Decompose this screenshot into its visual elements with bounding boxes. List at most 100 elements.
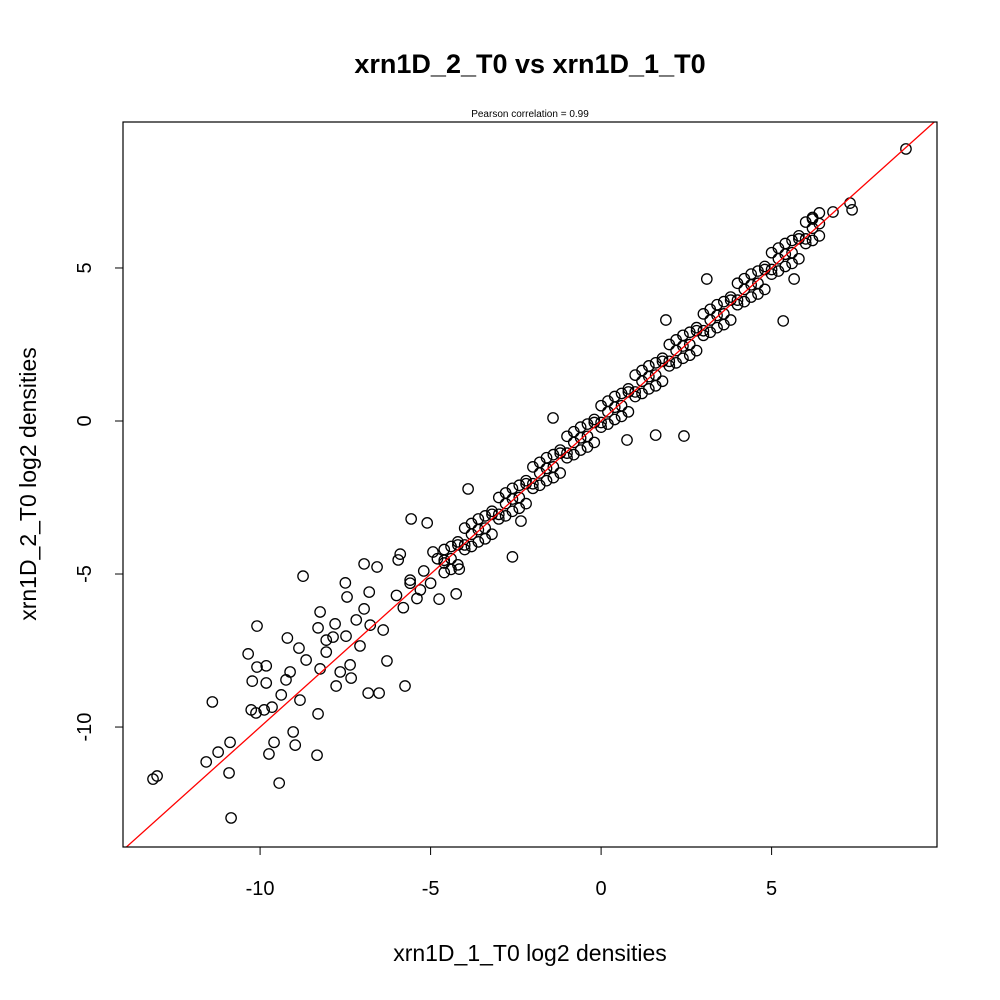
- data-point: [314, 606, 326, 618]
- data-point: [649, 429, 662, 441]
- data-point: [745, 278, 757, 291]
- data-point: [242, 648, 255, 660]
- data-point: [334, 666, 347, 678]
- data-point: [399, 680, 411, 692]
- data-point: [472, 536, 485, 548]
- data-point: [779, 248, 792, 261]
- data-point: [663, 360, 676, 372]
- data-point: [297, 570, 309, 583]
- data-point: [251, 620, 263, 632]
- data-point: [246, 675, 259, 687]
- data-point: [251, 661, 263, 673]
- data-point: [330, 680, 342, 692]
- data-point: [561, 451, 573, 464]
- data-point: [540, 474, 553, 487]
- data-point: [411, 592, 423, 605]
- data-point: [294, 694, 306, 706]
- data-point: [711, 309, 723, 322]
- data-point: [581, 430, 594, 443]
- data-point: [515, 515, 527, 527]
- data-point: [260, 677, 273, 689]
- data-point: [547, 412, 559, 424]
- data-point: [281, 632, 294, 644]
- data-point: [250, 707, 262, 719]
- data-point: [452, 558, 464, 571]
- data-point: [629, 386, 642, 398]
- data-point: [506, 493, 519, 505]
- data-point: [793, 252, 805, 265]
- data-point: [765, 268, 778, 280]
- data-point: [506, 505, 519, 518]
- data-point: [287, 726, 300, 738]
- data-point: [354, 640, 366, 652]
- data-point: [690, 321, 703, 334]
- data-point: [724, 314, 737, 326]
- data-point: [520, 474, 532, 487]
- x-tick-label: 0: [596, 878, 607, 900]
- data-point: [340, 630, 352, 642]
- data-point: [293, 642, 305, 654]
- data-point: [431, 552, 444, 565]
- data-point: [445, 552, 457, 565]
- data-point: [677, 340, 689, 352]
- data-point: [527, 477, 539, 490]
- data-point: [224, 736, 236, 749]
- data-point: [758, 283, 771, 296]
- data-point: [479, 522, 492, 534]
- x-tick-label: -10: [246, 878, 275, 900]
- data-point: [608, 401, 621, 414]
- data-point: [390, 589, 403, 602]
- data-point: [615, 399, 628, 412]
- data-point: [394, 548, 407, 560]
- data-point: [718, 308, 730, 320]
- data-point: [200, 756, 213, 768]
- data-point: [268, 736, 280, 749]
- y-tick-label: 5: [74, 262, 96, 273]
- data-point: [595, 416, 607, 429]
- data-point: [363, 586, 376, 598]
- y-tick-label: -5: [74, 565, 96, 583]
- data-point: [417, 565, 430, 577]
- x-tick-label: 5: [766, 878, 777, 900]
- chart-title: xrn1D_2_T0 vs xrn1D_1_T0: [354, 49, 705, 79]
- data-point: [344, 659, 356, 671]
- data-point: [663, 355, 676, 368]
- data-point: [223, 767, 235, 779]
- data-point: [690, 344, 703, 357]
- data-point: [724, 291, 737, 303]
- data-point: [506, 551, 519, 563]
- y-tick-label: -10: [74, 713, 96, 742]
- data-point: [649, 369, 662, 381]
- data-point: [452, 536, 464, 548]
- data-point: [311, 749, 323, 762]
- data-point: [260, 659, 273, 672]
- data-point: [405, 513, 418, 525]
- data-point: [813, 229, 826, 242]
- data-point: [731, 294, 744, 306]
- chart-subtitle: Pearson correlation = 0.99: [471, 109, 589, 120]
- data-point: [320, 646, 333, 658]
- data-point: [486, 528, 498, 541]
- data-point: [458, 543, 471, 556]
- data-point: [350, 614, 363, 626]
- data-point: [392, 554, 405, 566]
- data-point: [622, 405, 635, 418]
- x-axis: -10 -5 0 5: [246, 846, 777, 900]
- data-point: [697, 329, 710, 342]
- data-point: [799, 237, 812, 250]
- reference-line: [125, 122, 936, 847]
- data-point: [358, 603, 370, 615]
- data-point: [779, 260, 792, 273]
- data-point: [656, 352, 669, 365]
- data-point: [697, 324, 710, 337]
- data-point: [458, 539, 471, 551]
- data-point: [312, 622, 324, 634]
- x-axis-label: xrn1D_1_T0 log2 densities: [393, 940, 667, 966]
- data-point: [450, 588, 463, 600]
- data-point: [421, 517, 434, 529]
- data-point: [554, 444, 567, 456]
- data-point: [377, 624, 390, 636]
- data-point: [280, 674, 292, 686]
